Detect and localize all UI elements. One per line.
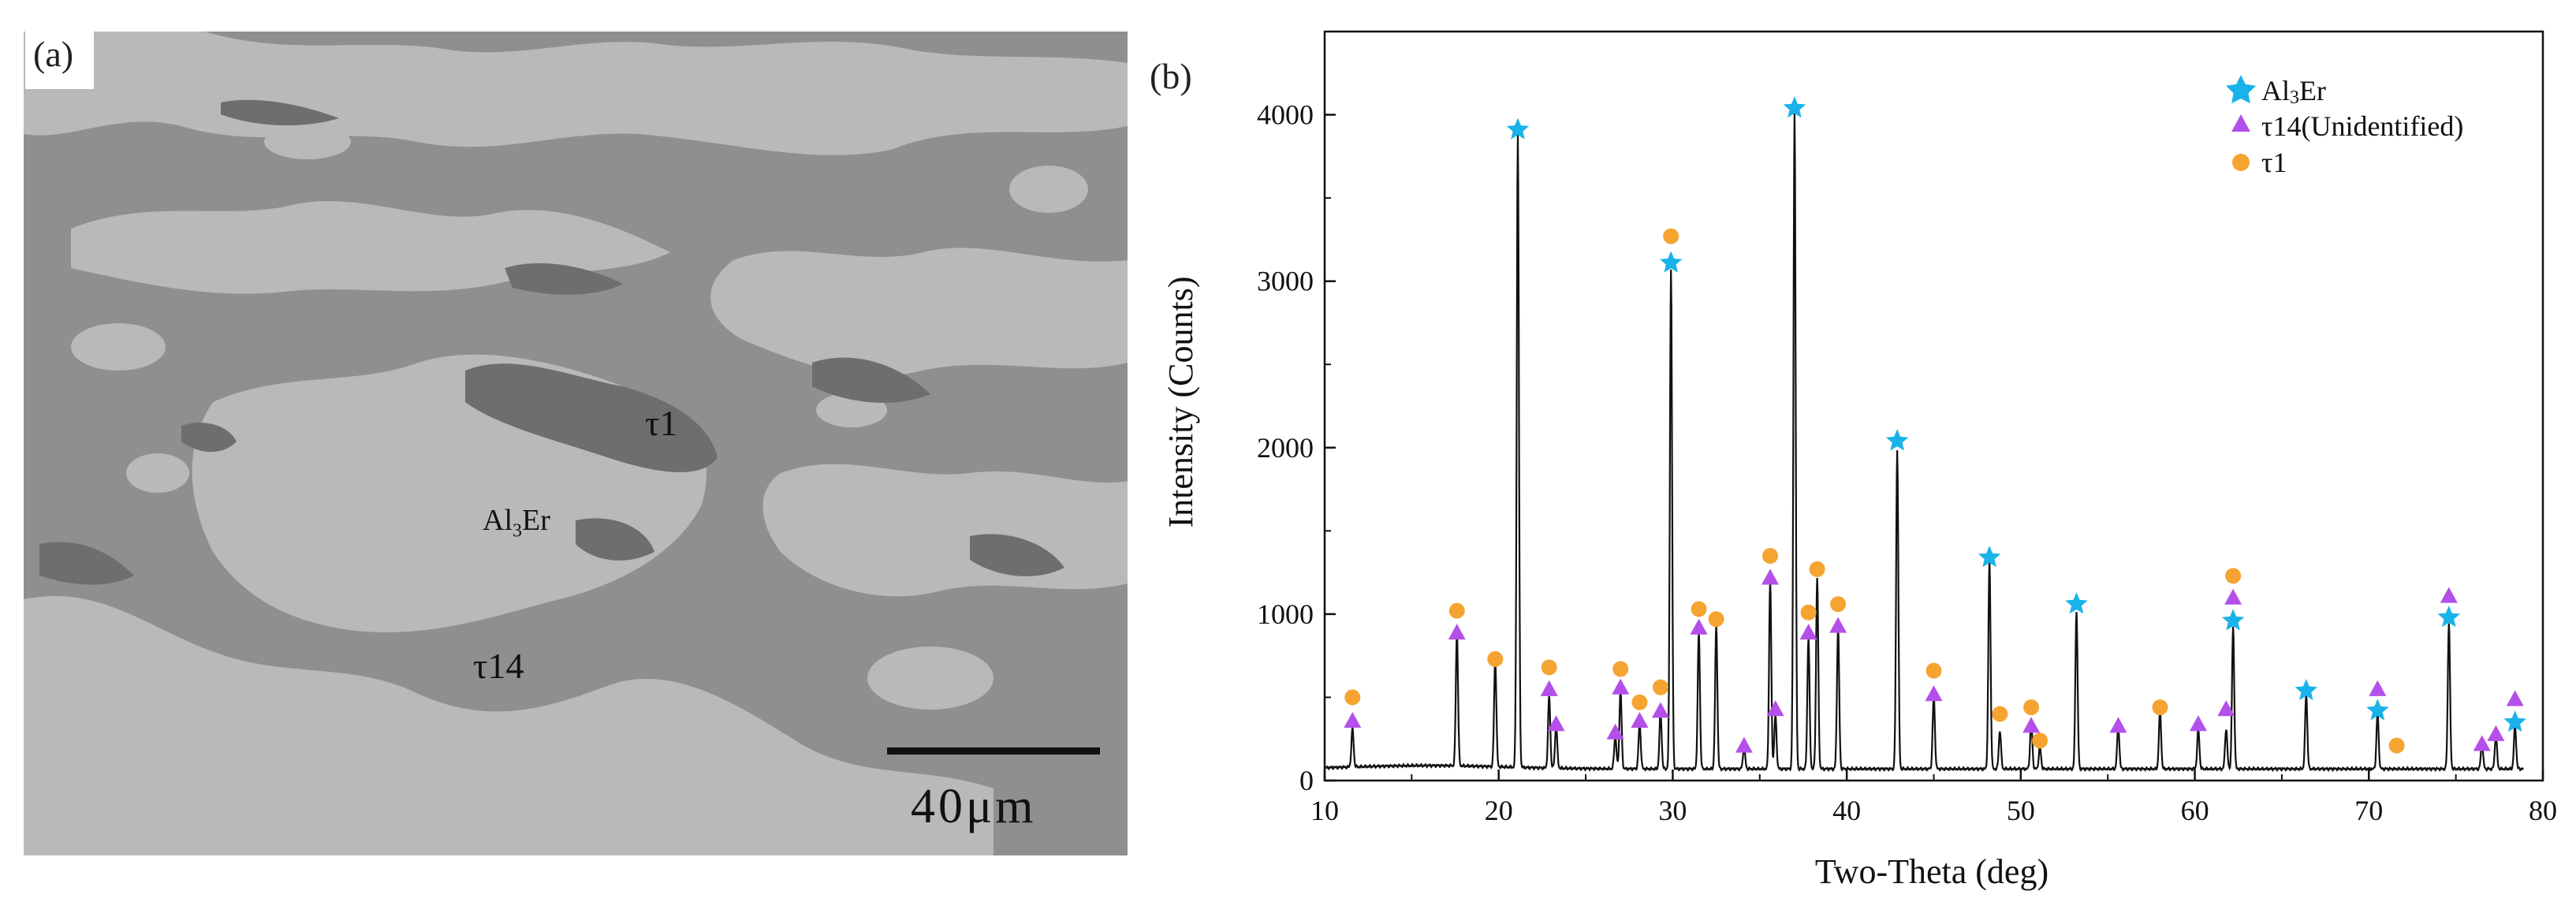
tau1-peak-marker	[1541, 659, 1557, 676]
tau1-peak-marker	[1925, 662, 1942, 679]
y-axis-label: Intensity (Counts)	[1161, 277, 1200, 528]
y-tick-label: 4000	[1257, 99, 1314, 131]
sem-micrograph: τ1 Al3Er τ14 40μm	[24, 32, 1128, 855]
tau1-peak-marker	[2023, 699, 2040, 716]
legend-star-marker	[2226, 75, 2256, 104]
tau14-peak-marker	[1829, 617, 1847, 633]
tau1-peak-marker	[2225, 568, 2242, 584]
tau14-peak-marker	[1631, 712, 1649, 728]
tau1-peak-marker	[1612, 661, 1629, 677]
y-tick-label: 0	[1299, 765, 1314, 796]
al3er-peak-marker	[1783, 96, 1806, 118]
tau1-peak-marker	[1762, 548, 1779, 564]
al3er-peak-marker	[2295, 679, 2318, 701]
legend-al3er: Al3Er	[2261, 75, 2326, 108]
tau1-peak-marker	[1992, 706, 2008, 722]
tau14-peak-marker	[1651, 702, 1669, 718]
tau14-peak-marker	[2189, 715, 2207, 732]
legend-tau1: τ1	[2261, 147, 2287, 178]
tau1-regions	[39, 99, 1064, 585]
al3er-peak-marker	[1978, 546, 2001, 568]
tau14-peak-marker	[2022, 717, 2041, 733]
axis-ticks: 10 20 30 40 50 60 70 80 0 1000 2000 3000 4000	[1257, 99, 2557, 826]
tau14-peak-marker	[1547, 715, 1565, 732]
y-tick-label: 3000	[1257, 266, 1314, 297]
al3er-label: Al3Er	[483, 504, 550, 542]
tau14-label: τ14	[473, 646, 524, 686]
tau1-peak-marker	[1830, 596, 1847, 613]
xrd-pattern-line	[1324, 112, 2525, 773]
x-tick-label: 80	[2529, 795, 2557, 826]
tau1-peak-marker	[1344, 689, 1361, 706]
micrograph-image	[24, 32, 1128, 855]
x-tick-label: 40	[1832, 795, 1861, 826]
tau14-peak-marker	[1925, 685, 1943, 702]
x-axis-label: Two-Theta (deg)	[1815, 852, 2048, 891]
al3er-peak-marker	[2366, 699, 2389, 721]
tau14-peak-marker	[1761, 568, 1780, 585]
tau14-peak-marker	[2487, 725, 2505, 741]
tau14-peak-marker	[2440, 587, 2458, 603]
tau14-peak-marker	[2473, 735, 2491, 751]
legend-circle-marker	[2232, 154, 2250, 171]
tau1-peak-marker	[2032, 732, 2048, 749]
tau14-peak-marker	[2506, 690, 2524, 706]
legend-tau14: τ14(Unidentified)	[2261, 110, 2463, 142]
y-tick-label: 2000	[1257, 432, 1314, 464]
tau1-peak-marker	[2152, 699, 2168, 716]
scale-bar	[887, 747, 1100, 755]
tau14-peak-marker	[2224, 588, 2242, 605]
tau1-peak-marker	[1800, 604, 1817, 620]
panel-label-a: (a)	[25, 30, 95, 89]
al3er-peak-marker	[1660, 251, 1683, 273]
panel-label-b: (b)	[1150, 56, 1192, 96]
tau14-peak-marker	[1799, 624, 1817, 640]
al3er-peak-marker	[2503, 710, 2526, 732]
x-tick-label: 20	[1485, 795, 1513, 826]
tau1-peak-marker	[1708, 611, 1724, 628]
tau1-label: τ1	[645, 403, 678, 443]
al3er-peak-marker	[1885, 429, 1909, 451]
tau1-peak-marker	[1691, 601, 1707, 617]
legend: Al3Er τ14(Unidentified) τ1	[2226, 75, 2463, 178]
tau1-peak-marker	[1809, 561, 1825, 577]
al3er-peak-marker	[1506, 117, 1530, 140]
tau1-peak-marker	[1487, 650, 1504, 667]
tau14-peak-marker	[1766, 700, 1784, 717]
x-tick-label: 70	[2354, 795, 2383, 826]
tau14-peak-marker	[1344, 712, 1362, 728]
tau14-peak-marker	[2369, 680, 2387, 696]
y-tick-label: 1000	[1257, 598, 1314, 630]
tau14-peak-marker	[1735, 736, 1753, 753]
x-tick-label: 60	[2181, 795, 2209, 826]
phase-markers	[1344, 96, 2526, 754]
tau14-peak-marker	[2217, 700, 2235, 717]
x-tick-label: 30	[1658, 795, 1687, 826]
tau14-peak-marker	[1540, 680, 1558, 696]
tau1-peak-marker	[2388, 737, 2405, 754]
tau14-peak-marker	[1612, 678, 1630, 695]
tau1-peak-marker	[1652, 679, 1668, 695]
tau1-peak-marker	[1448, 602, 1465, 619]
al3er-peak-marker	[2437, 606, 2461, 628]
al3er-peak-marker	[2065, 592, 2088, 614]
tau1-peak-marker	[1663, 228, 1679, 244]
tau14-peak-marker	[1448, 624, 1466, 640]
x-tick-label: 10	[1310, 795, 1339, 826]
x-tick-label: 50	[2007, 795, 2035, 826]
scale-bar-label: 40μm	[911, 780, 1037, 833]
al3er-peak-marker	[2221, 609, 2245, 631]
tau14-peak-marker	[1690, 618, 1708, 635]
legend-triangle-marker	[2231, 114, 2250, 132]
tau14-peak-marker	[1606, 723, 1624, 740]
tau14-peak-marker	[2109, 717, 2127, 733]
tau1-peak-marker	[1631, 694, 1648, 710]
